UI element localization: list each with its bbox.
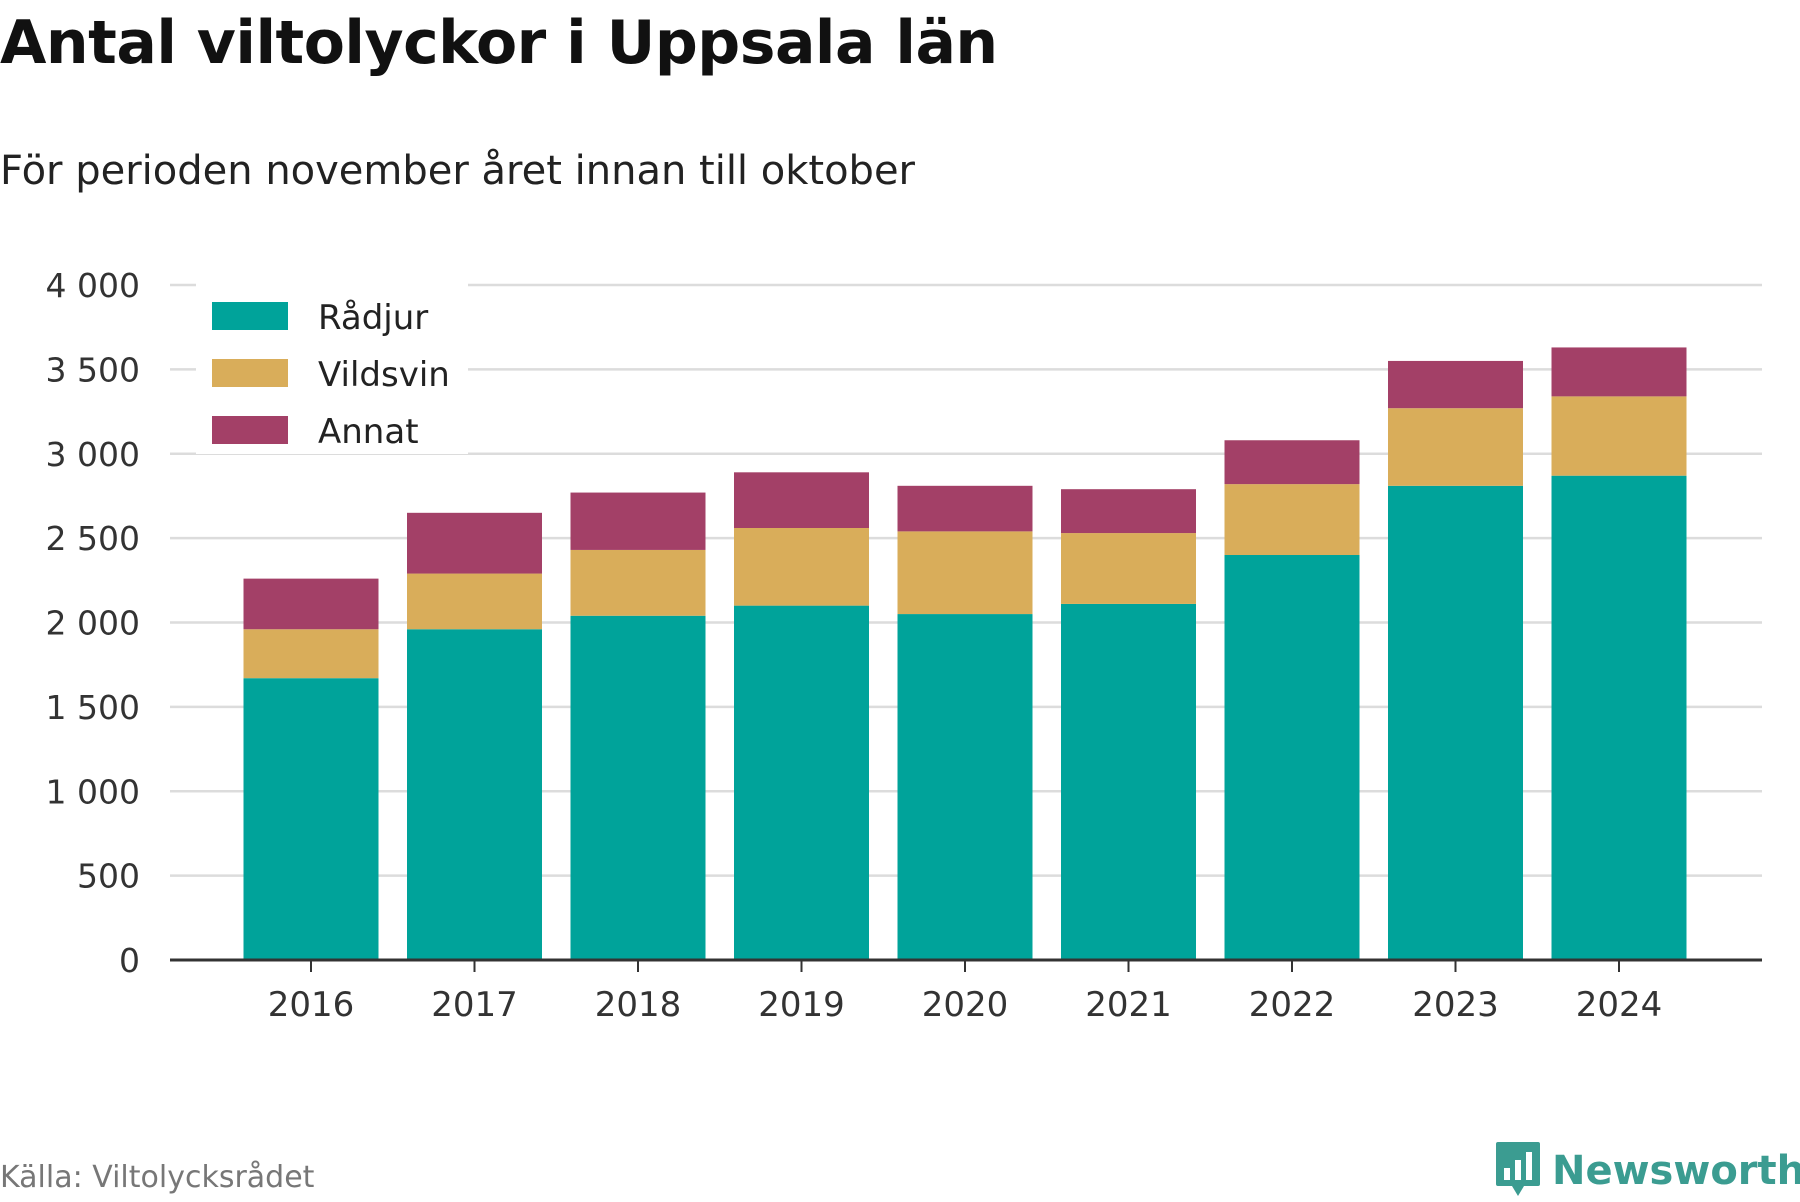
bar-chart-icon [1494, 1140, 1542, 1202]
y-tick-label: 1 000 [46, 772, 140, 811]
x-tick-label: 2018 [595, 985, 682, 1025]
y-tick-label: 1 500 [46, 688, 140, 727]
legend-label: Rådjur [318, 298, 428, 338]
y-tick-label: 4 000 [46, 266, 140, 305]
bar-segment [407, 573, 542, 630]
brand-logo: Newsworthy [1494, 1140, 1800, 1202]
bar-segment [1224, 484, 1360, 555]
legend-swatch [212, 302, 288, 330]
x-tick-label: 2016 [268, 985, 355, 1025]
x-axis-tick-labels: 2016 2017 2018 2019 2020 2021 2022 2023 2024 [268, 985, 1663, 1025]
x-tick-label: 2022 [1249, 985, 1336, 1025]
bar-segment [243, 678, 379, 960]
y-tick-label: 3 500 [46, 350, 140, 389]
legend-swatch [212, 416, 288, 444]
bar-segment [1388, 408, 1523, 486]
y-tick-label: 2 500 [46, 519, 140, 558]
x-tick-label: 2017 [431, 985, 518, 1025]
bar-segment [243, 578, 379, 630]
x-tick-label: 2020 [922, 985, 1009, 1025]
legend: Rådjur Vildsvin Annat [196, 282, 468, 454]
bar-segment [734, 472, 869, 528]
bar-segment [570, 492, 706, 550]
bar-segment [734, 605, 869, 960]
y-tick-label: 2 000 [46, 604, 140, 643]
bar-segment [1061, 603, 1196, 960]
bar-segment [570, 549, 706, 616]
bars [243, 347, 1687, 960]
bar-segment [1224, 440, 1360, 485]
x-tick-label: 2024 [1576, 985, 1663, 1025]
bar-segment [734, 528, 869, 606]
y-tick-label: 500 [77, 857, 140, 896]
bar-segment [407, 629, 542, 960]
legend-label: Vildsvin [318, 355, 450, 395]
bar-segment [897, 614, 1033, 960]
bar-segment [897, 531, 1033, 615]
chart-title: Antal viltolyckor i Uppsala län [0, 8, 998, 78]
x-tick-label: 2019 [758, 985, 845, 1025]
bar-segment [1551, 475, 1687, 960]
bar-segment [1388, 485, 1523, 960]
legend-label: Annat [318, 412, 419, 452]
x-tick-label: 2021 [1085, 985, 1172, 1025]
bar-segment [1551, 347, 1687, 397]
bar-segment [1388, 360, 1523, 409]
bar-segment [1061, 533, 1196, 604]
bar-segment [1061, 489, 1196, 534]
bar-segment [897, 485, 1033, 532]
bar-segment [1224, 555, 1360, 960]
x-tick-label: 2023 [1412, 985, 1499, 1025]
legend-swatch [212, 359, 288, 387]
bar-segment [407, 512, 542, 574]
chart-subtitle: För perioden november året innan till ok… [0, 148, 915, 194]
bar-segment [243, 629, 379, 679]
bar-segment [1551, 396, 1687, 476]
x-axis [170, 958, 1762, 972]
y-tick-label: 3 000 [46, 435, 140, 474]
source-note: Källa: Viltolycksrådet [0, 1160, 315, 1195]
y-tick-label: 0 [119, 941, 140, 980]
brand-name: Newsworthy [1552, 1148, 1800, 1194]
bar-segment [570, 615, 706, 960]
y-axis-tick-labels: 0 500 1 000 1 500 2 000 2 500 3 000 3 500 4 000 [46, 266, 140, 980]
